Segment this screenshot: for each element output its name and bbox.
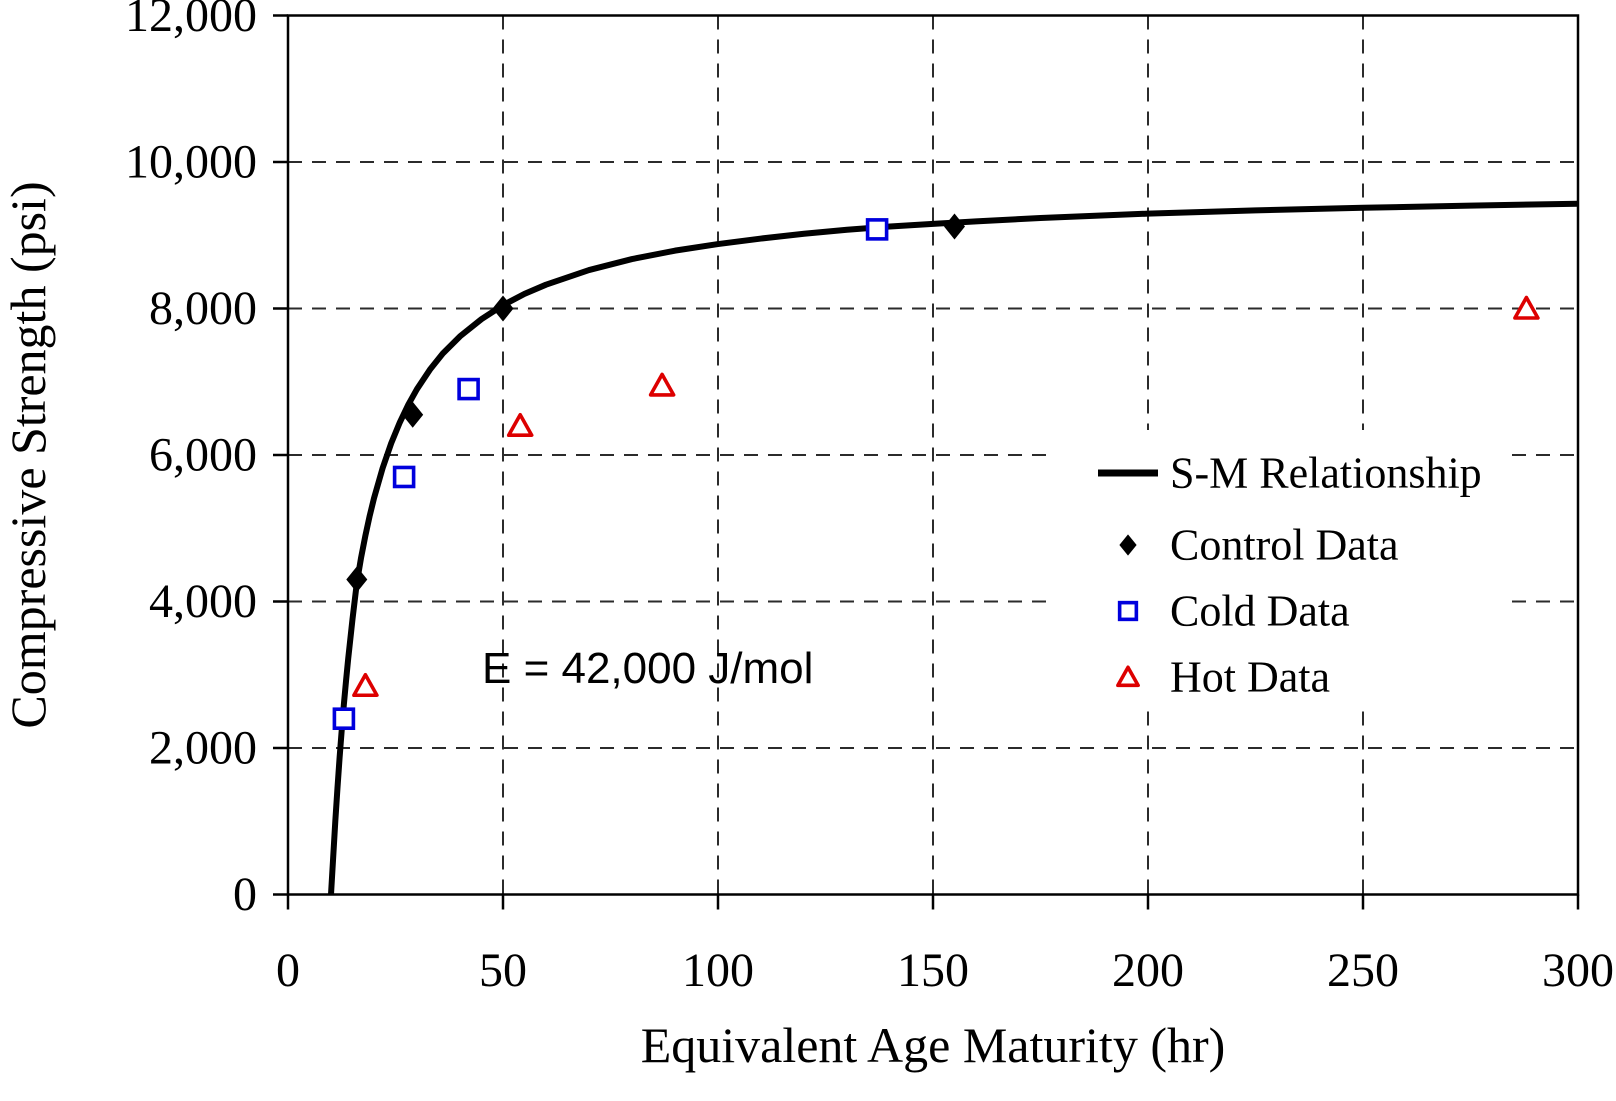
legend-label-s-m-relationship: S-M Relationship	[1170, 449, 1482, 498]
x-tick-label-0: 0	[276, 944, 300, 997]
control-data-point	[492, 295, 514, 322]
legend: S-M Relationship Control Data Cold Data Hot…	[1056, 430, 1508, 706]
control-data-point	[402, 401, 424, 428]
activation-energy-annotation: E = 42,000 J/mol	[482, 644, 813, 693]
legend-label-hot-data: Hot Data	[1170, 653, 1330, 702]
legend-marker-hot	[1116, 665, 1140, 688]
x-axis-title: Equivalent Age Maturity (hr)	[641, 1017, 1226, 1073]
hot-data-point	[1513, 295, 1540, 320]
y-tick-label-12000: 12,000	[125, 0, 257, 42]
legend-label-cold-data: Cold Data	[1170, 587, 1350, 636]
x-tick-label-50: 50	[479, 944, 527, 997]
y-tick-label-10000: 10,000	[125, 136, 257, 189]
x-tick-label-150: 150	[897, 944, 969, 997]
sm-relationship-curve	[328, 200, 1579, 895]
legend-marker-control	[1119, 534, 1137, 556]
y-tick-label-0: 0	[233, 868, 257, 921]
legend-marker-cold	[1117, 600, 1139, 622]
y-tick-label-2000: 2,000	[149, 722, 257, 775]
cold-data-point	[392, 465, 416, 489]
control-data-point	[346, 566, 368, 593]
hot-data-point	[506, 412, 534, 437]
x-tick-label-100: 100	[682, 944, 754, 997]
legend-label-control-data: Control Data	[1170, 521, 1399, 570]
y-axis-title: Compressive Strength (psi)	[0, 181, 56, 728]
hot-data-point	[648, 372, 676, 397]
x-tick-label-250: 250	[1327, 944, 1399, 997]
y-tick-label-4000: 4,000	[149, 575, 257, 628]
y-tick-label-6000: 6,000	[149, 429, 257, 482]
cold-data-point	[457, 377, 480, 401]
cold-data-point	[865, 218, 889, 241]
cold-data-point	[332, 707, 356, 731]
x-tick-label-300: 300	[1542, 944, 1614, 997]
hot-data-point	[352, 672, 379, 698]
control-data-point	[944, 213, 965, 240]
y-tick-label-8000: 8,000	[149, 282, 257, 335]
x-tick-label-200: 200	[1112, 944, 1184, 997]
